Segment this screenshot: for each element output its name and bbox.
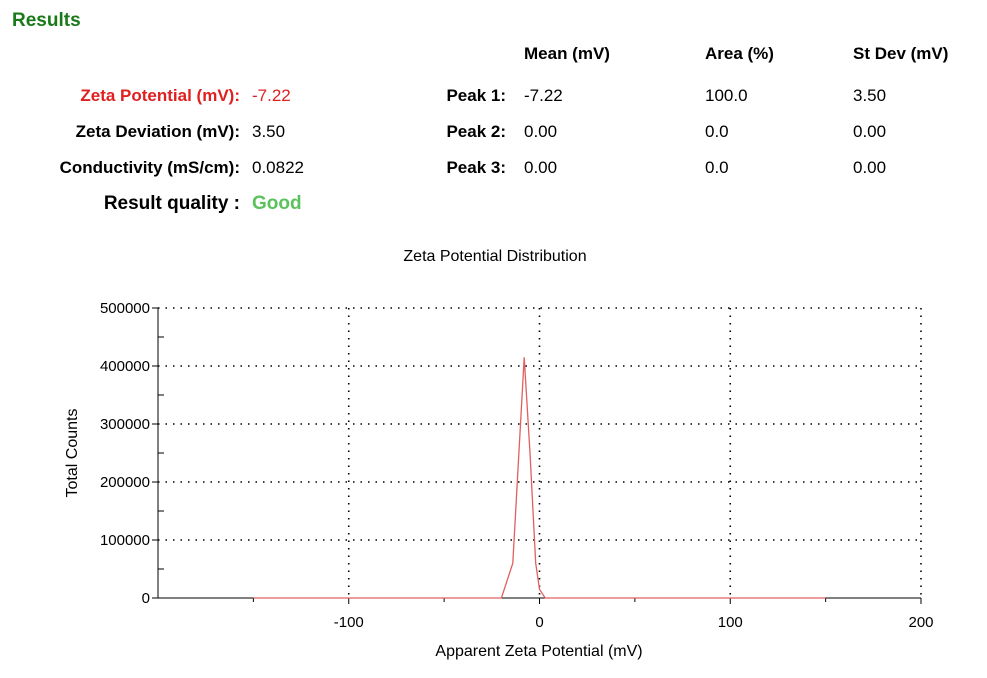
y-tick-label: 0 [142, 590, 150, 607]
x-tick-label: 0 [535, 614, 543, 631]
peak-1-area: 100.0 [705, 86, 748, 105]
y-tick-label: 200000 [100, 474, 150, 491]
peak-1-label: Peak 1: [446, 86, 506, 105]
x-axis-label: Apparent Zeta Potential (mV) [435, 643, 642, 660]
zeta-potential-value: -7.22 [252, 86, 291, 105]
x-tick-label: -100 [334, 614, 364, 631]
peak-1-mean: -7.22 [524, 86, 563, 105]
y-tick-label: 500000 [100, 300, 150, 317]
peak-2-area: 0.0 [705, 122, 729, 141]
chart-axes [157, 308, 921, 599]
conductivity-label: Conductivity (mS/cm): [59, 158, 240, 177]
zeta-deviation-value: 3.50 [252, 122, 286, 141]
conductivity-value: 0.0822 [252, 158, 304, 177]
peak-2-stdev: 0.00 [853, 122, 887, 141]
column-header-stdev: St Dev (mV) [853, 44, 949, 63]
zeta-potential-chart: Zeta Potential Distribution 010000020000… [64, 248, 934, 660]
zeta-potential-label: Zeta Potential (mV): [80, 86, 240, 105]
distribution-line [253, 357, 826, 599]
column-header-mean: Mean (mV) [524, 44, 610, 63]
y-tick-label: 100000 [100, 532, 150, 549]
chart-ticks: 0 100000 200000 300000 400000 500000 -100 0 100 2… [100, 300, 934, 631]
peak-3-stdev: 0.00 [853, 158, 887, 177]
y-tick-label: 300000 [100, 416, 150, 433]
x-tick-label: 200 [908, 614, 933, 631]
result-quality-label: Result quality : [103, 193, 240, 214]
peak-2-mean: 0.00 [524, 122, 558, 141]
results-title: Results [12, 10, 81, 31]
peak-3-label: Peak 3: [446, 158, 506, 177]
chart-grid [158, 307, 922, 598]
peak-1-stdev: 3.50 [853, 86, 887, 105]
y-axis-label: Total Counts [64, 409, 81, 498]
peak-2-label: Peak 2: [446, 122, 506, 141]
chart-series [253, 357, 826, 599]
x-tick-label: 100 [718, 614, 743, 631]
peak-3-mean: 0.00 [524, 158, 558, 177]
zeta-deviation-label: Zeta Deviation (mV): [75, 122, 240, 141]
result-quality-value: Good [252, 193, 302, 214]
column-header-area: Area (%) [705, 44, 774, 63]
y-tick-label: 400000 [100, 358, 150, 375]
chart-title: Zeta Potential Distribution [403, 248, 586, 265]
peak-3-area: 0.0 [705, 158, 729, 177]
